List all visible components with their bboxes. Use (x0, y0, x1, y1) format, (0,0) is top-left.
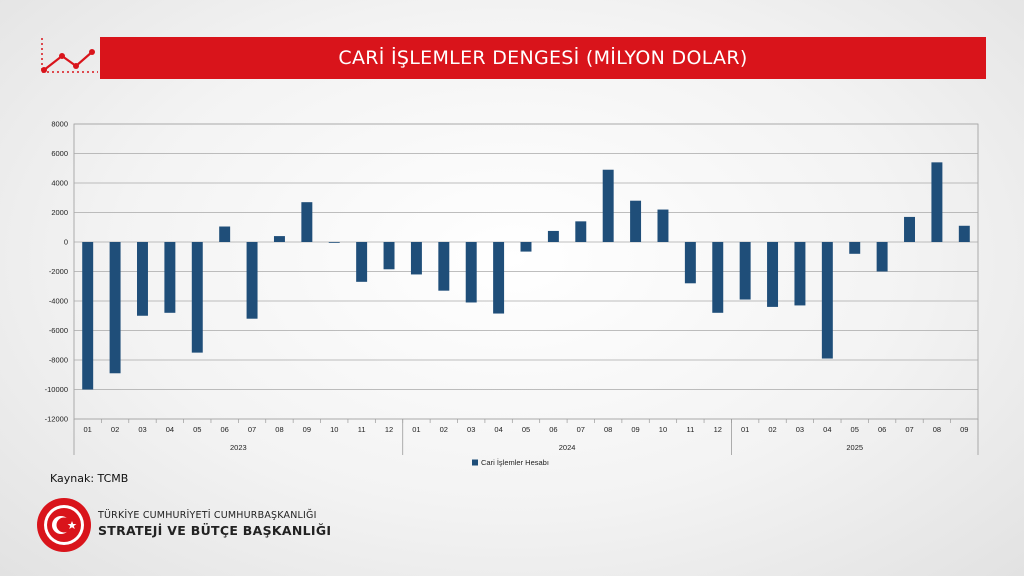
legend-swatch (472, 459, 478, 466)
x-tick-label: 01 (412, 425, 420, 434)
bar-02-2025 (767, 242, 779, 307)
x-tick-label: 07 (577, 425, 585, 434)
bar-04-2023 (164, 242, 176, 313)
y-tick-label: 8000 (51, 120, 68, 129)
x-tick-label: 12 (714, 425, 722, 434)
y-tick-label: -8000 (49, 356, 68, 365)
bar-01-2024 (410, 242, 422, 275)
x-tick-label: 12 (385, 425, 393, 434)
org-name-line2: STRATEJİ VE BÜTÇE BAŞKANLIĞI (98, 523, 332, 538)
x-tick-label: 04 (494, 425, 502, 434)
x-tick-label: 08 (604, 425, 612, 434)
bar-07-2023 (246, 242, 258, 319)
bar-01-2025 (739, 242, 751, 300)
x-group-label: 2023 (230, 443, 247, 452)
x-tick-label: 04 (823, 425, 831, 434)
org-name-line1: TÜRKİYE CUMHURİYETİ CUMHURBAŞKANLIĞI (98, 510, 317, 521)
x-tick-label: 07 (248, 425, 256, 434)
bar-08-2024 (602, 169, 614, 242)
x-group-label: 2024 (559, 443, 576, 452)
bar-04-2024 (493, 242, 505, 314)
x-tick-label: 01 (84, 425, 92, 434)
bar-06-2023 (219, 226, 231, 242)
bar-10-2024 (657, 209, 669, 242)
x-group-label: 2025 (846, 443, 863, 452)
x-tick-label: 03 (796, 425, 804, 434)
x-tick-label: 09 (303, 425, 311, 434)
x-tick-label: 08 (933, 425, 941, 434)
y-tick-label: 2000 (51, 208, 68, 217)
bar-05-2025 (849, 242, 861, 254)
x-tick-label: 07 (905, 425, 913, 434)
x-tick-label: 08 (275, 425, 283, 434)
legend-label: Cari İşlemler Hesabı (481, 458, 549, 467)
source-note: Kaynak: TCMB (50, 472, 129, 485)
bar-01-2023 (82, 242, 94, 390)
x-tick-label: 06 (220, 425, 228, 434)
x-tick-label: 05 (851, 425, 859, 434)
bar-08-2023 (273, 236, 285, 242)
bar-02-2023 (109, 242, 121, 374)
bar-05-2024 (520, 242, 532, 252)
bar-08-2025 (931, 162, 943, 242)
bar-09-2024 (630, 200, 642, 242)
bar-11-2023 (356, 242, 368, 282)
x-tick-label: 09 (960, 425, 968, 434)
x-tick-label: 06 (878, 425, 886, 434)
bar-07-2025 (904, 216, 915, 242)
x-tick-label: 03 (138, 425, 146, 434)
bar-12-2023 (383, 242, 395, 270)
y-tick-label: -4000 (49, 297, 68, 306)
bar-07-2024 (575, 221, 587, 242)
bar-06-2025 (876, 242, 888, 272)
x-tick-label: 03 (467, 425, 475, 434)
x-tick-label: 11 (358, 425, 366, 434)
bar-03-2025 (794, 242, 806, 306)
chart-title-bar: CARİ İŞLEMLER DENGESİ (MİLYON DOLAR) (100, 37, 986, 79)
y-tick-label: 4000 (51, 179, 68, 188)
bar-11-2024 (684, 242, 696, 284)
y-tick-label: -6000 (49, 326, 68, 335)
x-tick-label: 02 (440, 425, 448, 434)
bar-06-2024 (547, 230, 559, 242)
bar-12-2024 (712, 242, 724, 313)
bar-09-2023 (301, 202, 313, 242)
crescent-star-seal-icon (37, 498, 91, 552)
x-tick-label: 09 (631, 425, 639, 434)
bar-04-2025 (821, 242, 833, 359)
bar-05-2023 (191, 242, 203, 353)
x-tick-label: 10 (659, 425, 667, 434)
x-tick-label: 05 (193, 425, 201, 434)
x-tick-label: 02 (768, 425, 776, 434)
bar-03-2024 (465, 242, 477, 303)
x-tick-label: 06 (549, 425, 557, 434)
line-chart-icon (41, 38, 98, 73)
x-tick-label: 01 (741, 425, 749, 434)
x-tick-label: 04 (166, 425, 174, 434)
y-tick-label: 0 (64, 238, 68, 247)
y-tick-label: -10000 (45, 385, 68, 394)
y-tick-label: -2000 (49, 267, 68, 276)
bar-02-2024 (438, 242, 450, 291)
x-tick-label: 10 (330, 425, 338, 434)
bar-03-2023 (137, 242, 148, 316)
x-tick-label: 11 (686, 425, 694, 434)
x-tick-label: 05 (522, 425, 530, 434)
bar-09-2025 (958, 225, 970, 242)
y-tick-label: 6000 (51, 149, 68, 158)
page-title: CARİ İŞLEMLER DENGESİ (MİLYON DOLAR) (338, 47, 748, 69)
bar-10-2023 (328, 242, 340, 243)
y-tick-label: -12000 (45, 415, 68, 424)
x-tick-label: 02 (111, 425, 119, 434)
